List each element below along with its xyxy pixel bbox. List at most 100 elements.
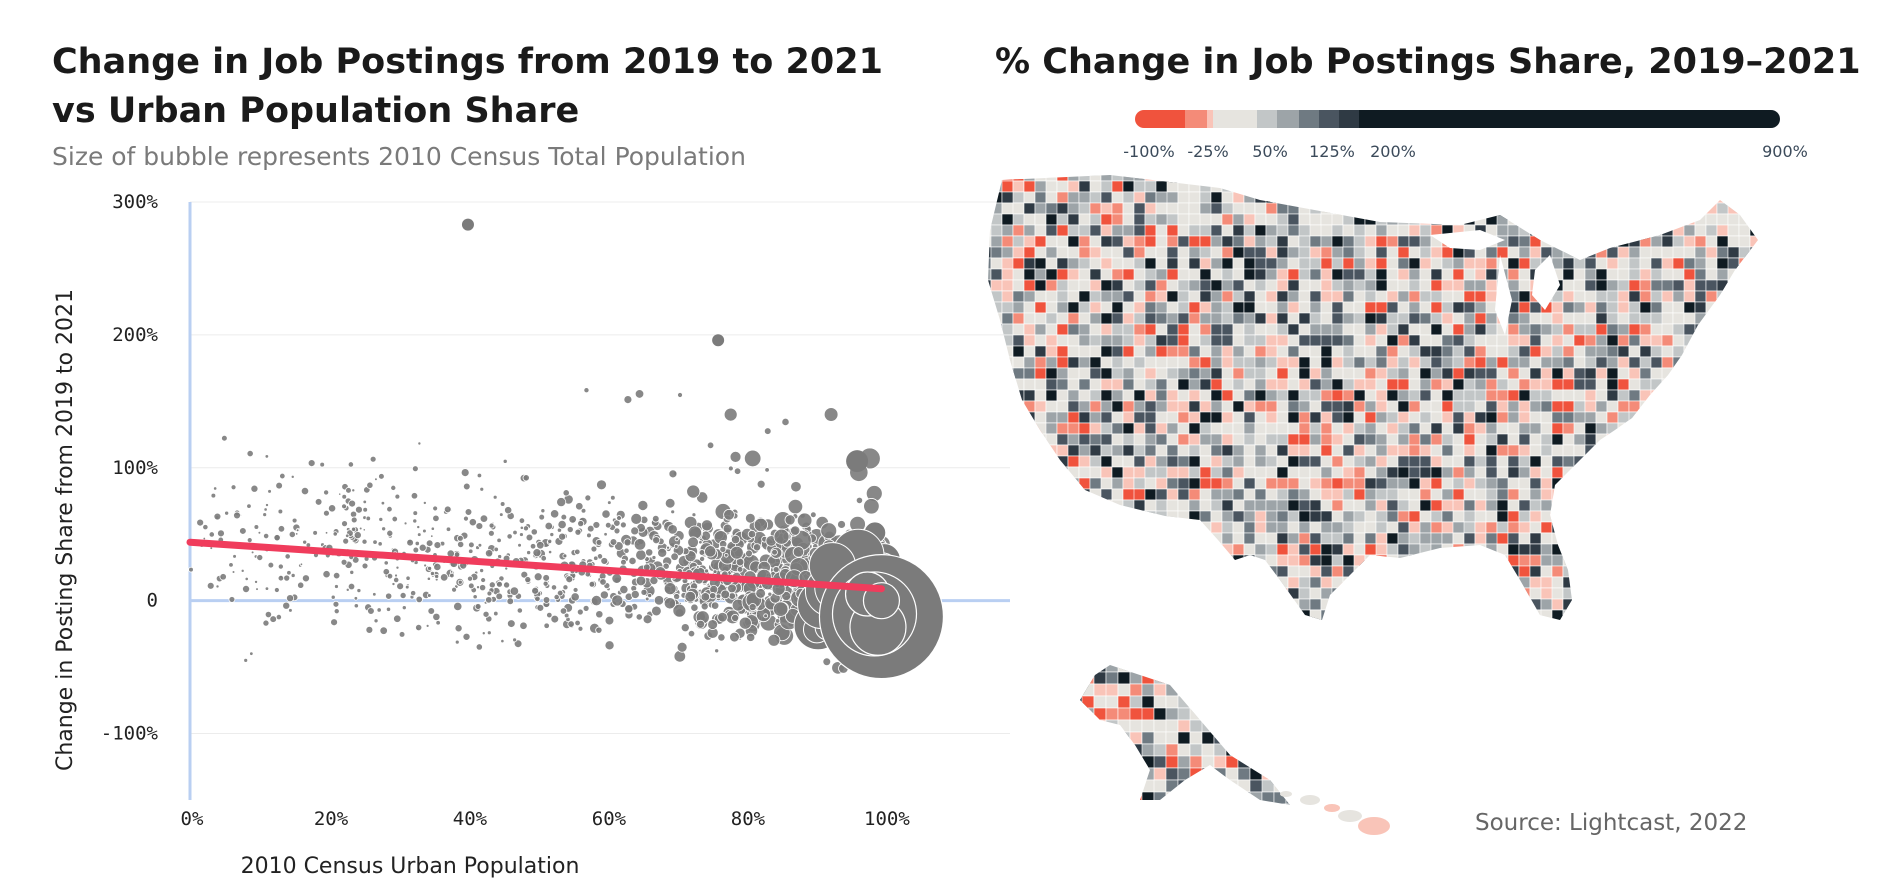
- county: [1023, 312, 1036, 325]
- county: [1441, 367, 1454, 380]
- county: [1584, 444, 1597, 457]
- county: [988, 312, 992, 325]
- county: [1650, 268, 1663, 281]
- county: [1188, 543, 1212, 556]
- county: [1111, 488, 1124, 501]
- county: [1386, 499, 1399, 512]
- county: [1034, 587, 1058, 600]
- bubble: [588, 581, 596, 588]
- county: [1683, 301, 1696, 314]
- county: [1166, 180, 1179, 193]
- county: [1068, 621, 1079, 632]
- county: [1254, 488, 1267, 501]
- county: [1485, 554, 1509, 567]
- county: [1419, 345, 1432, 358]
- county: [1518, 367, 1531, 380]
- county: [1716, 444, 1729, 457]
- bubble: [773, 528, 790, 545]
- x-tick-label-3: 60%: [592, 808, 627, 830]
- bubble: [257, 530, 262, 535]
- county: [1496, 576, 1509, 589]
- county: [1584, 235, 1608, 248]
- county: [1100, 367, 1113, 380]
- county: [1705, 532, 1729, 545]
- county: [1595, 257, 1608, 270]
- county: [1199, 521, 1212, 534]
- county: [1342, 334, 1355, 347]
- county: [1606, 356, 1619, 369]
- county: [1045, 543, 1069, 556]
- bubble: [507, 619, 516, 628]
- county: [1225, 671, 1239, 685]
- county: [1309, 312, 1322, 325]
- county: [1089, 543, 1102, 556]
- county: [1727, 224, 1740, 237]
- county: [1716, 213, 1729, 226]
- county: [1441, 345, 1454, 358]
- bubble: [391, 515, 398, 523]
- county: [1213, 707, 1239, 721]
- bubble: [630, 512, 643, 525]
- county: [1353, 587, 1366, 600]
- bubble: [460, 468, 470, 477]
- county: [1573, 576, 1597, 589]
- county: [1089, 356, 1102, 369]
- county: [1034, 290, 1047, 303]
- county: [990, 191, 1003, 204]
- county: [1089, 422, 1102, 435]
- county: [1639, 455, 1652, 468]
- county: [1298, 587, 1311, 600]
- county: [1419, 180, 1432, 193]
- bubble: [377, 541, 383, 547]
- county: [1080, 779, 1095, 793]
- county: [1342, 521, 1355, 534]
- county: [1144, 521, 1157, 534]
- county: [1376, 621, 1398, 632]
- county: [1562, 312, 1575, 325]
- county: [1001, 290, 1014, 303]
- county: [1067, 191, 1080, 204]
- county: [1419, 598, 1432, 611]
- county: [1166, 235, 1179, 248]
- county: [1177, 671, 1191, 685]
- county: [1165, 665, 1179, 673]
- county: [1761, 313, 1772, 324]
- county: [1463, 411, 1476, 424]
- county: [1364, 246, 1377, 259]
- county: [1012, 279, 1025, 292]
- county: [1375, 268, 1388, 281]
- county: [1606, 598, 1619, 611]
- county: [1529, 576, 1542, 589]
- county: [1078, 499, 1091, 512]
- county: [1672, 521, 1685, 534]
- county: [1573, 609, 1586, 620]
- county: [1089, 565, 1113, 578]
- county: [1081, 683, 1095, 697]
- bubble: [727, 465, 734, 472]
- county: [1683, 455, 1696, 468]
- county: [1485, 444, 1498, 457]
- county: [1507, 576, 1520, 589]
- county: [1529, 345, 1542, 358]
- county: [1364, 598, 1377, 611]
- county: [1122, 323, 1135, 336]
- county: [1199, 378, 1212, 391]
- county: [1012, 400, 1025, 413]
- county: [1408, 543, 1421, 556]
- bubble: [264, 586, 270, 591]
- county: [1375, 609, 1388, 620]
- bubble: [767, 633, 781, 647]
- county: [1364, 224, 1377, 237]
- county: [1144, 224, 1157, 237]
- county: [1617, 587, 1630, 600]
- county: [1375, 565, 1399, 578]
- county: [1001, 389, 1014, 402]
- county: [1254, 587, 1267, 600]
- county: [1001, 279, 1014, 292]
- county: [1045, 279, 1058, 292]
- county: [1331, 466, 1344, 479]
- county: [1320, 175, 1344, 182]
- county: [1551, 499, 1564, 512]
- county: [1111, 587, 1135, 600]
- county: [1233, 621, 1244, 632]
